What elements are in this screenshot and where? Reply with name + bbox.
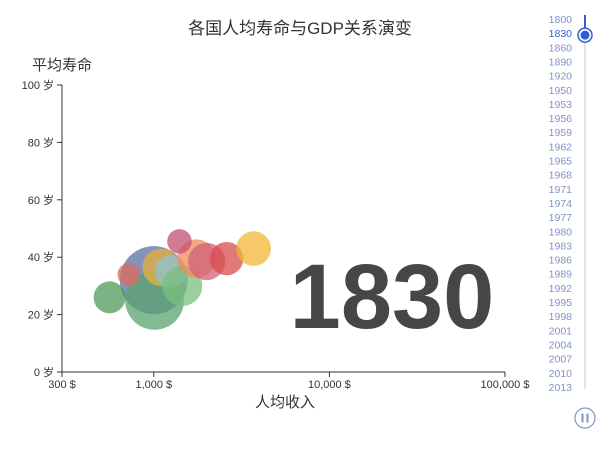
timeline-year-label[interactable]: 1998 [549,311,573,323]
bubble-point[interactable] [167,229,192,254]
y-axis-label: 平均寿命 [32,56,92,74]
timeline-year-label[interactable]: 1965 [549,156,573,168]
timeline-year-label[interactable]: 1968 [549,170,573,182]
timeline-year-label[interactable]: 2013 [549,382,573,394]
timeline-year-label[interactable]: 1920 [549,71,573,83]
timeline-year-label[interactable]: 1995 [549,297,573,309]
timeline-year-label[interactable]: 1860 [549,42,573,54]
x-tick-label: 100,000 $ [481,379,530,391]
timeline-year-label[interactable]: 1992 [549,283,573,295]
y-tick-label: 80 岁 [28,135,54,149]
timeline[interactable]: 1800 1830 1860 1890 1920 1950 1953 1956 1959 1962… [549,14,596,429]
chart-title: 各国人均寿命与GDP关系演变 [188,19,412,38]
pause-icon [586,413,589,423]
timeline-year-label[interactable]: 1983 [549,240,573,252]
data-points [93,229,271,330]
timeline-year-label[interactable]: 1980 [549,226,573,238]
y-tick-label: 20 岁 [28,308,54,322]
x-tick-label: 1,000 $ [135,379,172,391]
x-tick-label: 300 $ [48,379,76,391]
timeline-year-label[interactable]: 1950 [549,85,573,97]
y-tick-label: 60 岁 [28,193,54,207]
current-year-watermark: 1830 [290,246,495,348]
y-tick-label: 0 岁 [34,365,54,379]
timeline-handle-dot [580,30,590,40]
timeline-year-label[interactable]: 1989 [549,269,573,281]
timeline-year-label[interactable]: 1977 [549,212,573,224]
y-tick-label: 40 岁 [28,250,54,264]
bubble-point[interactable] [117,263,141,286]
pause-icon [581,413,584,423]
y-tick-label: 100 岁 [22,78,54,92]
x-axis-label: 人均收入 [255,394,315,411]
bubble-point[interactable] [236,231,271,266]
timeline-year-label[interactable]: 1956 [549,113,573,125]
timeline-year-label[interactable]: 1974 [549,198,573,210]
timeline-year-label[interactable]: 1959 [549,127,573,139]
timeline-year-label[interactable]: 1971 [549,184,573,196]
timeline-year-label[interactable]: 1986 [549,255,573,267]
bubble-point[interactable] [93,281,126,314]
timeline-year-label[interactable]: 1953 [549,99,573,111]
x-tick-label: 10,000 $ [308,379,351,391]
axes: 0 岁 20 岁 40 岁 60 岁 80 岁 100 岁 300 $ 1,000 $ 10,0… [22,78,530,391]
timeline-year-label[interactable]: 2010 [549,368,573,380]
timeline-year-label[interactable]: 2007 [549,354,573,366]
bubble-point[interactable] [210,241,244,276]
timeline-year-label[interactable]: 2004 [549,339,573,351]
timeline-year-label[interactable]: 1890 [549,56,573,68]
timeline-year-label[interactable]: 1962 [549,141,573,153]
timeline-year-label[interactable]: 1800 [549,14,573,26]
timeline-year-label[interactable]: 1830 [549,28,573,40]
timeline-year-label[interactable]: 2001 [549,325,573,337]
pause-button[interactable] [574,407,596,429]
